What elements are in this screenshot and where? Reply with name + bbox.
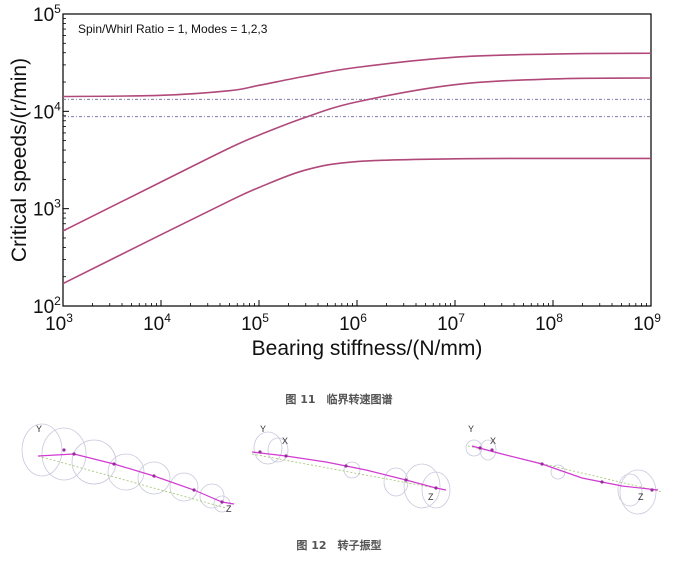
series-lines (62, 52, 652, 285)
chart-title: Spin/Whirl Ratio = 1, Modes = 1,2,3 (78, 22, 268, 36)
x-tick-label: 104 (143, 311, 171, 335)
mode3-y-axis-letter: Y (468, 424, 474, 434)
x-tick-label: 109 (633, 311, 661, 335)
mode1-y-axis-letter: Y (36, 424, 42, 434)
series-line (62, 157, 652, 285)
figure-11-caption: 图 11 临界转速图谱 (285, 393, 393, 406)
series-line (62, 52, 652, 98)
mode2-z-axis-letter: Z (428, 492, 434, 502)
mode-shape-2: Y X Z (251, 424, 451, 509)
y-axis-label: Critical speeds/(r/min) (8, 58, 31, 262)
figure-12-caption: 图 12 转子振型 (296, 539, 382, 552)
reference-lines (63, 98, 651, 118)
plot-frame (62, 13, 652, 307)
x-axis-label: Bearing stiffness/(N/mm) (252, 337, 483, 360)
mode3-z-axis-letter: Z (638, 492, 644, 502)
mode-shape-3: Y X Z (465, 424, 663, 515)
mode1-z-axis-letter: Z (226, 504, 232, 514)
x-tick-label: 106 (339, 311, 367, 335)
y-tick-label: 105 (33, 2, 61, 26)
mode2-x-axis-letter: X (282, 436, 288, 446)
mode2-y-axis-letter: Y (260, 424, 266, 434)
x-tick-label: 107 (437, 311, 465, 335)
mode-shape-1: Y Z (21, 423, 235, 514)
mode3-x-axis-letter: X (490, 436, 496, 446)
y-tick-label: 104 (33, 99, 61, 123)
x-tick-label: 108 (535, 311, 563, 335)
x-tick-label: 105 (241, 311, 269, 335)
y-tick-label: 103 (33, 197, 61, 221)
series-line (62, 77, 652, 232)
